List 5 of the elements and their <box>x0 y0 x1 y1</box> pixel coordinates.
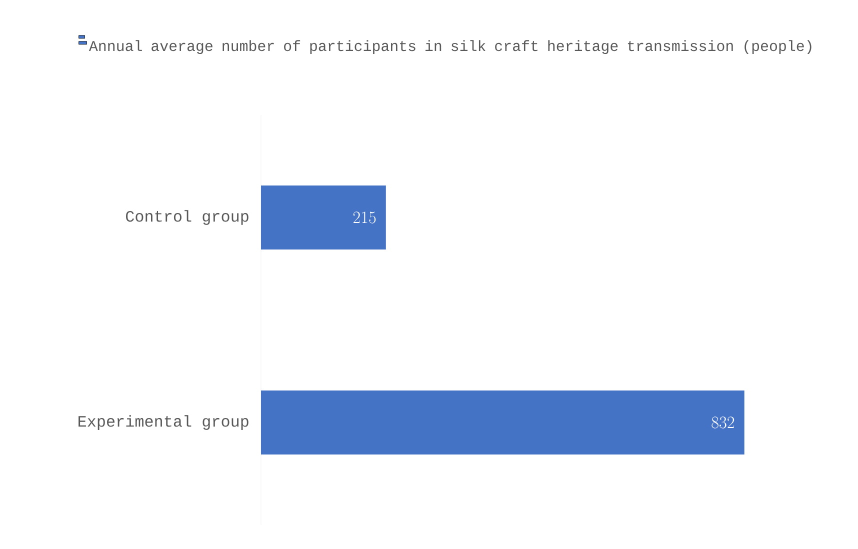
legend-label: Annual average number of participants in silk craft heritage transmission (people) <box>88 40 812 54</box>
y-tick-label: Experimental group <box>78 415 248 430</box>
data-label: 832 <box>712 416 734 428</box>
y-tick-label: Control group <box>126 210 248 225</box>
data-label: 215 <box>353 212 376 224</box>
